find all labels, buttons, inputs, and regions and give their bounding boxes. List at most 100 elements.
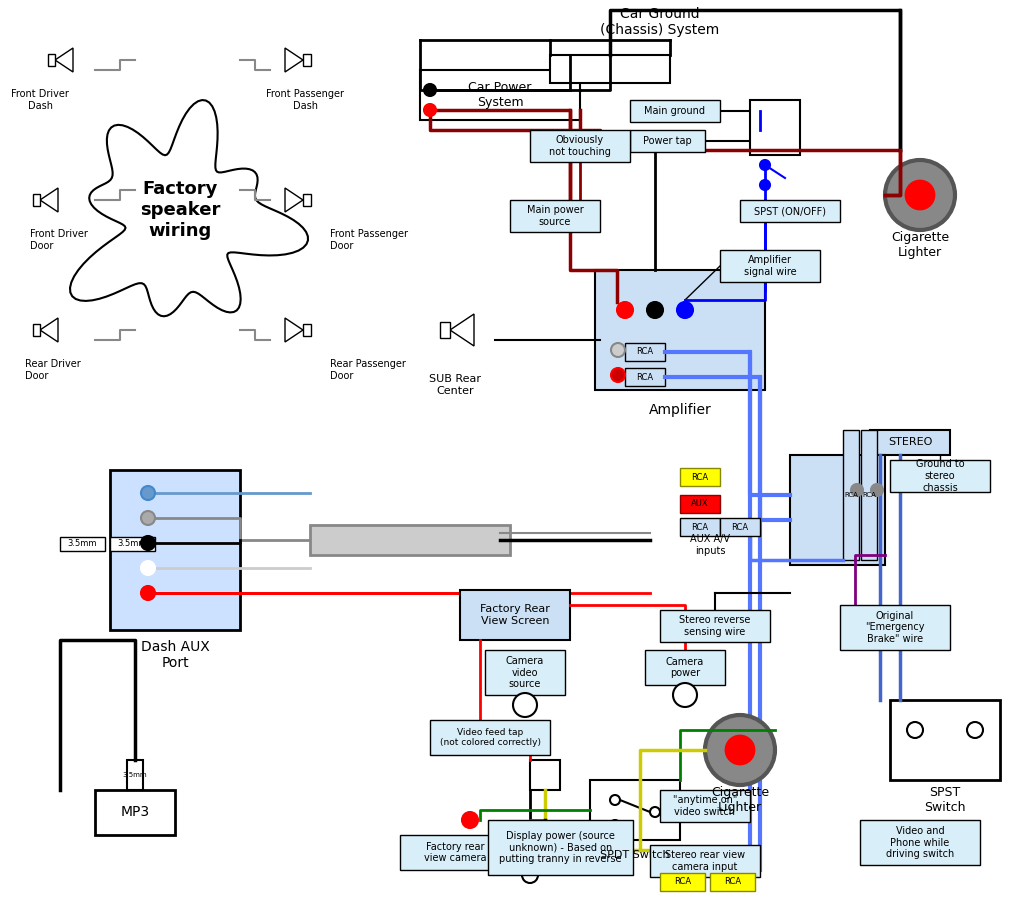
Text: Rear Passenger
Door: Rear Passenger Door	[330, 360, 406, 381]
Text: Main ground: Main ground	[645, 106, 705, 116]
FancyBboxPatch shape	[890, 460, 990, 492]
Circle shape	[141, 586, 155, 600]
Circle shape	[851, 484, 863, 496]
Polygon shape	[40, 188, 58, 212]
Text: Power tap: Power tap	[643, 136, 692, 146]
Text: Factory
speaker
wiring: Factory speaker wiring	[140, 180, 220, 240]
FancyBboxPatch shape	[420, 70, 580, 120]
Circle shape	[650, 807, 660, 817]
Text: SPDT Switch: SPDT Switch	[600, 850, 669, 860]
Text: Factory Rear
View Screen: Factory Rear View Screen	[480, 604, 550, 626]
FancyBboxPatch shape	[710, 873, 755, 891]
Text: Cigarette
Lighter: Cigarette Lighter	[891, 231, 949, 259]
FancyBboxPatch shape	[487, 820, 633, 875]
Circle shape	[424, 84, 436, 96]
Text: Camera
video
source: Camera video source	[506, 656, 544, 690]
Circle shape	[611, 343, 625, 357]
Circle shape	[726, 736, 754, 764]
FancyBboxPatch shape	[595, 270, 765, 390]
FancyBboxPatch shape	[843, 430, 860, 560]
Text: Front Driver
Door: Front Driver Door	[30, 229, 88, 251]
Circle shape	[141, 561, 155, 575]
FancyBboxPatch shape	[33, 194, 40, 206]
Text: Main power
source: Main power source	[526, 205, 584, 227]
FancyBboxPatch shape	[510, 200, 600, 232]
Text: Video and
Phone while
driving switch: Video and Phone while driving switch	[886, 826, 955, 859]
FancyBboxPatch shape	[303, 54, 311, 66]
FancyBboxPatch shape	[110, 537, 155, 551]
FancyBboxPatch shape	[400, 835, 510, 870]
Text: Stereo reverse
sensing wire: Stereo reverse sensing wire	[680, 615, 751, 636]
FancyBboxPatch shape	[127, 760, 143, 790]
FancyBboxPatch shape	[33, 324, 40, 336]
Circle shape	[647, 302, 663, 318]
Text: Stereo rear view
camera input: Stereo rear view camera input	[665, 850, 745, 872]
FancyBboxPatch shape	[530, 760, 560, 790]
Circle shape	[871, 484, 883, 496]
FancyBboxPatch shape	[660, 790, 750, 822]
FancyBboxPatch shape	[590, 780, 680, 840]
Text: RCA: RCA	[637, 372, 653, 381]
Circle shape	[677, 302, 693, 318]
Text: SPST
Switch: SPST Switch	[924, 786, 966, 814]
FancyBboxPatch shape	[721, 518, 760, 536]
FancyBboxPatch shape	[550, 55, 670, 83]
Circle shape	[760, 180, 770, 190]
Circle shape	[141, 536, 155, 550]
Polygon shape	[450, 314, 474, 346]
Circle shape	[617, 302, 633, 318]
Circle shape	[907, 722, 923, 738]
Circle shape	[513, 693, 537, 717]
FancyBboxPatch shape	[860, 820, 980, 865]
Text: Obviously
not touching: Obviously not touching	[549, 135, 611, 156]
FancyBboxPatch shape	[645, 650, 725, 685]
FancyBboxPatch shape	[60, 537, 105, 551]
Circle shape	[967, 722, 983, 738]
FancyBboxPatch shape	[47, 54, 55, 66]
Circle shape	[610, 820, 620, 830]
Text: Front Passenger
Door: Front Passenger Door	[330, 229, 408, 251]
Circle shape	[141, 486, 155, 500]
Text: AUX A/V
inputs: AUX A/V inputs	[690, 534, 730, 556]
Text: "anytime on"
video switch: "anytime on" video switch	[672, 796, 737, 817]
Text: Ground to
stereo
chassis: Ground to stereo chassis	[916, 459, 965, 493]
Text: MP3: MP3	[121, 805, 149, 819]
Text: Amplifier
signal wire: Amplifier signal wire	[744, 255, 796, 277]
Text: Front Driver
Dash: Front Driver Dash	[11, 89, 68, 111]
Text: RCA: RCA	[844, 492, 857, 498]
Polygon shape	[285, 48, 303, 72]
Circle shape	[522, 867, 538, 883]
FancyBboxPatch shape	[680, 468, 721, 486]
FancyBboxPatch shape	[650, 845, 760, 877]
Text: RCA: RCA	[863, 492, 876, 498]
Polygon shape	[285, 188, 303, 212]
FancyBboxPatch shape	[95, 790, 175, 835]
Text: 3.5mm: 3.5mm	[118, 539, 147, 548]
Polygon shape	[55, 48, 73, 72]
FancyBboxPatch shape	[870, 430, 950, 455]
Text: RCA: RCA	[692, 473, 708, 482]
Circle shape	[905, 181, 934, 209]
Circle shape	[462, 812, 478, 828]
FancyBboxPatch shape	[460, 590, 570, 640]
FancyBboxPatch shape	[630, 130, 705, 152]
Text: 3.5mm: 3.5mm	[67, 539, 97, 548]
Polygon shape	[71, 100, 308, 316]
Circle shape	[424, 104, 436, 116]
Text: Rear Driver
Door: Rear Driver Door	[25, 360, 81, 381]
FancyBboxPatch shape	[790, 455, 885, 565]
FancyBboxPatch shape	[660, 610, 770, 642]
Text: Car Ground
(Chassis) System: Car Ground (Chassis) System	[600, 7, 719, 37]
Text: RCA: RCA	[732, 522, 748, 531]
FancyBboxPatch shape	[680, 495, 721, 513]
Polygon shape	[285, 318, 303, 342]
FancyBboxPatch shape	[625, 368, 665, 386]
FancyBboxPatch shape	[625, 343, 665, 361]
Text: Camera
power: Camera power	[666, 656, 704, 679]
Text: RCA: RCA	[724, 877, 741, 886]
FancyBboxPatch shape	[440, 322, 450, 338]
Text: RCA: RCA	[637, 348, 653, 357]
Text: 3.5mm: 3.5mm	[123, 772, 147, 778]
FancyBboxPatch shape	[861, 430, 877, 560]
FancyBboxPatch shape	[303, 324, 311, 336]
